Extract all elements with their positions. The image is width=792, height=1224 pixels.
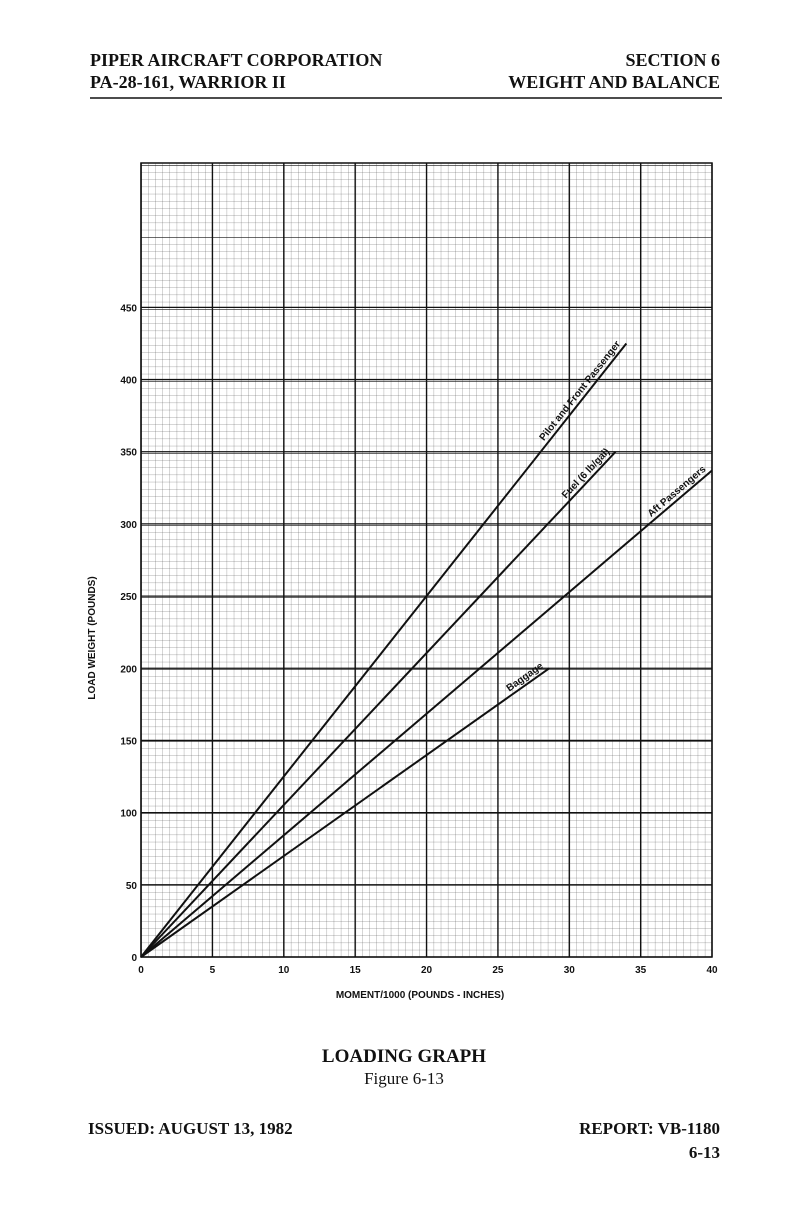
series-line: [140, 451, 617, 958]
y-tick-label: 300: [120, 520, 137, 531]
y-tick-label: 150: [120, 736, 137, 747]
y-axis-title: LOAD WEIGHT (POUNDS): [87, 576, 98, 699]
header-left: PA-28-161, WARRIOR II: [90, 72, 286, 92]
x-tick-label: 30: [564, 965, 576, 976]
x-tick-label: 0: [138, 965, 144, 976]
series-line: [140, 342, 628, 958]
caption-subtitle: Figure 6-13: [364, 1069, 444, 1088]
y-tick-label: 400: [120, 376, 137, 387]
y-tick-label: 350: [120, 448, 137, 459]
caption-title: LOADING GRAPH: [322, 1046, 486, 1067]
y-tick-label: 0: [131, 953, 137, 964]
x-tick-label: 20: [421, 965, 433, 976]
x-tick-label: 15: [350, 965, 362, 976]
series-line: [140, 667, 550, 958]
footer-issued: ISSUED: AUGUST 13, 1982: [88, 1119, 293, 1138]
series-line: [140, 469, 713, 958]
y-tick-label: 100: [120, 809, 137, 820]
header-right: SECTION 6: [625, 50, 720, 70]
x-tick-label: 10: [278, 965, 290, 976]
y-tick-label: 250: [120, 592, 137, 603]
y-tick-label: 50: [126, 881, 138, 892]
plot: 0 5 10 15 20 25 30 35 40050100150200250300350400…: [120, 163, 718, 976]
y-tick-label: 200: [120, 664, 137, 675]
x-tick-label: 25: [492, 965, 504, 976]
header-right: WEIGHT AND BALANCE: [508, 72, 720, 92]
y-tick-label: 450: [120, 303, 137, 314]
footer-report: REPORT: VB-1180: [579, 1119, 720, 1138]
footer-page: 6-13: [689, 1143, 720, 1162]
x-tick-label: 5: [210, 965, 216, 976]
x-tick-label: 35: [635, 965, 647, 976]
x-tick-label: 40: [706, 965, 718, 976]
header-left: PIPER AIRCRAFT CORPORATION: [90, 50, 382, 70]
x-axis-title: MOMENT/1000 (POUNDS - INCHES): [336, 990, 504, 1001]
